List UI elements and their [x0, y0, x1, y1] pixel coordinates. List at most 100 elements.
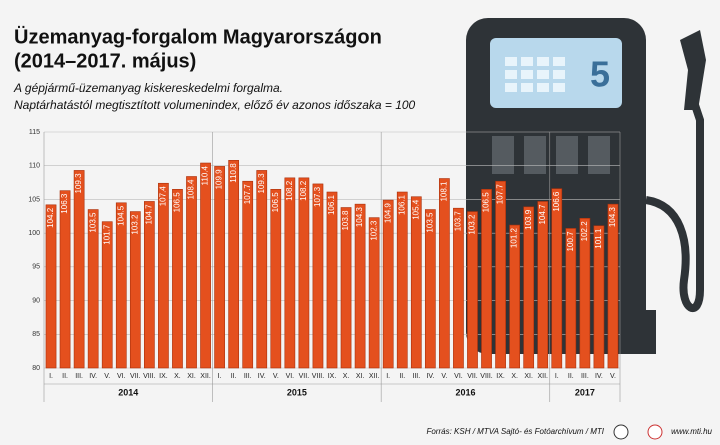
x-tick-label: XI. — [356, 373, 365, 380]
bar — [481, 189, 492, 369]
y-tick-label: 105 — [28, 196, 40, 203]
x-tick-label: VII. — [299, 373, 310, 380]
x-tick-label: XI. — [187, 373, 196, 380]
bar — [298, 177, 310, 369]
bar — [453, 207, 464, 369]
x-tick-label: I. — [49, 373, 53, 380]
value-label: 103.7 — [454, 211, 463, 232]
bar — [59, 190, 71, 369]
subtitle: A gépjármű-üzemanyag kiskereskedelmi for… — [13, 81, 283, 95]
value-label: 102.3 — [369, 220, 378, 241]
value-label: 104.3 — [608, 207, 617, 228]
group-label: 2015 — [287, 387, 307, 397]
value-label: 110.8 — [229, 163, 238, 183]
source: Forrás: KSH / MTVA Sajtó- és Fotóarchívu… — [426, 427, 604, 436]
value-label: 106.5 — [271, 192, 280, 213]
value-label: 101.7 — [102, 224, 111, 245]
value-label: 104.2 — [46, 207, 55, 228]
x-tick-label: III. — [412, 373, 420, 380]
x-tick-label: I. — [555, 373, 559, 380]
y-tick-label: 95 — [32, 264, 40, 271]
bar — [284, 177, 296, 369]
value-label: 103.5 — [425, 212, 434, 233]
value-label: 107.4 — [159, 186, 168, 207]
bar — [115, 202, 127, 369]
x-tick-label: VI. — [286, 373, 295, 380]
value-label: 106.5 — [482, 192, 491, 213]
x-tick-label: IV. — [89, 373, 97, 380]
bar — [565, 228, 577, 369]
value-label: 101.1 — [594, 228, 603, 249]
value-label: 104.5 — [116, 205, 125, 226]
value-label: 106.6 — [552, 191, 561, 212]
x-tick-label: X. — [511, 373, 518, 380]
y-tick-label: 80 — [32, 365, 40, 372]
x-tick-label: II. — [399, 373, 405, 380]
value-label: 110.4 — [201, 165, 210, 185]
x-tick-label: VIII. — [312, 373, 325, 380]
x-tick-label: IX. — [159, 373, 168, 380]
value-label: 103.5 — [88, 212, 97, 233]
value-label: 105.4 — [411, 199, 420, 220]
value-label: 108.4 — [187, 179, 196, 200]
bar — [354, 203, 366, 369]
value-label: 104.7 — [144, 204, 153, 225]
value-label: 104.3 — [355, 207, 364, 228]
group-label: 2017 — [575, 387, 595, 397]
bar — [270, 189, 282, 369]
logo — [613, 424, 629, 440]
bar — [101, 221, 113, 369]
y-tick-label: 100 — [28, 230, 40, 237]
bar — [129, 211, 141, 369]
x-tick-label: V. — [273, 373, 279, 380]
x-tick-label: XI. — [524, 373, 533, 380]
y-tick-label: 85 — [32, 331, 40, 338]
bar — [509, 224, 520, 369]
bar — [242, 180, 254, 369]
bar — [424, 209, 436, 369]
pump-nozzle — [680, 30, 706, 110]
x-tick-label: X. — [174, 373, 181, 380]
x-tick-label: V. — [441, 373, 447, 380]
bar — [523, 206, 535, 369]
bar — [593, 225, 605, 369]
bar — [214, 166, 225, 369]
website: www.mti.hu — [671, 427, 712, 436]
bar — [45, 204, 57, 369]
value-label: 107.7 — [496, 184, 505, 205]
x-tick-label: VI. — [117, 373, 126, 380]
bar — [579, 218, 591, 369]
bar — [73, 170, 85, 369]
value-label: 106.1 — [327, 194, 336, 215]
bar — [326, 191, 338, 369]
x-tick-label: XII. — [369, 373, 380, 380]
x-tick-label: VII. — [130, 373, 141, 380]
x-tick-label: VI. — [454, 373, 463, 380]
bar — [228, 160, 240, 369]
x-tick-label: VIII. — [480, 373, 493, 380]
value-label: 103.8 — [341, 210, 350, 231]
x-tick-label: I. — [386, 373, 390, 380]
bar — [186, 176, 197, 369]
bar — [368, 217, 380, 369]
bar — [312, 183, 324, 369]
value-label: 103.9 — [524, 209, 533, 230]
bar — [200, 162, 211, 369]
value-label: 106.3 — [60, 193, 69, 214]
value-label: 104.7 — [538, 204, 547, 225]
plot: 80 85 90 95 100 105 110 115 I. 104.2 II. 106.3 III. 1… — [28, 129, 621, 402]
y-tick-label: 115 — [29, 129, 40, 136]
value-label: 109.9 — [215, 169, 224, 190]
x-tick-label: III. — [581, 373, 589, 380]
x-tick-label: XII. — [200, 373, 211, 380]
x-tick-label: I. — [218, 373, 222, 380]
bar — [396, 191, 408, 369]
value-label: 100.7 — [566, 231, 575, 252]
x-tick-label: XII. — [537, 373, 548, 380]
value-label: 108.1 — [439, 181, 448, 202]
value-label: 102.2 — [580, 221, 589, 242]
x-tick-label: II. — [568, 373, 574, 380]
group-label: 2014 — [118, 387, 138, 397]
